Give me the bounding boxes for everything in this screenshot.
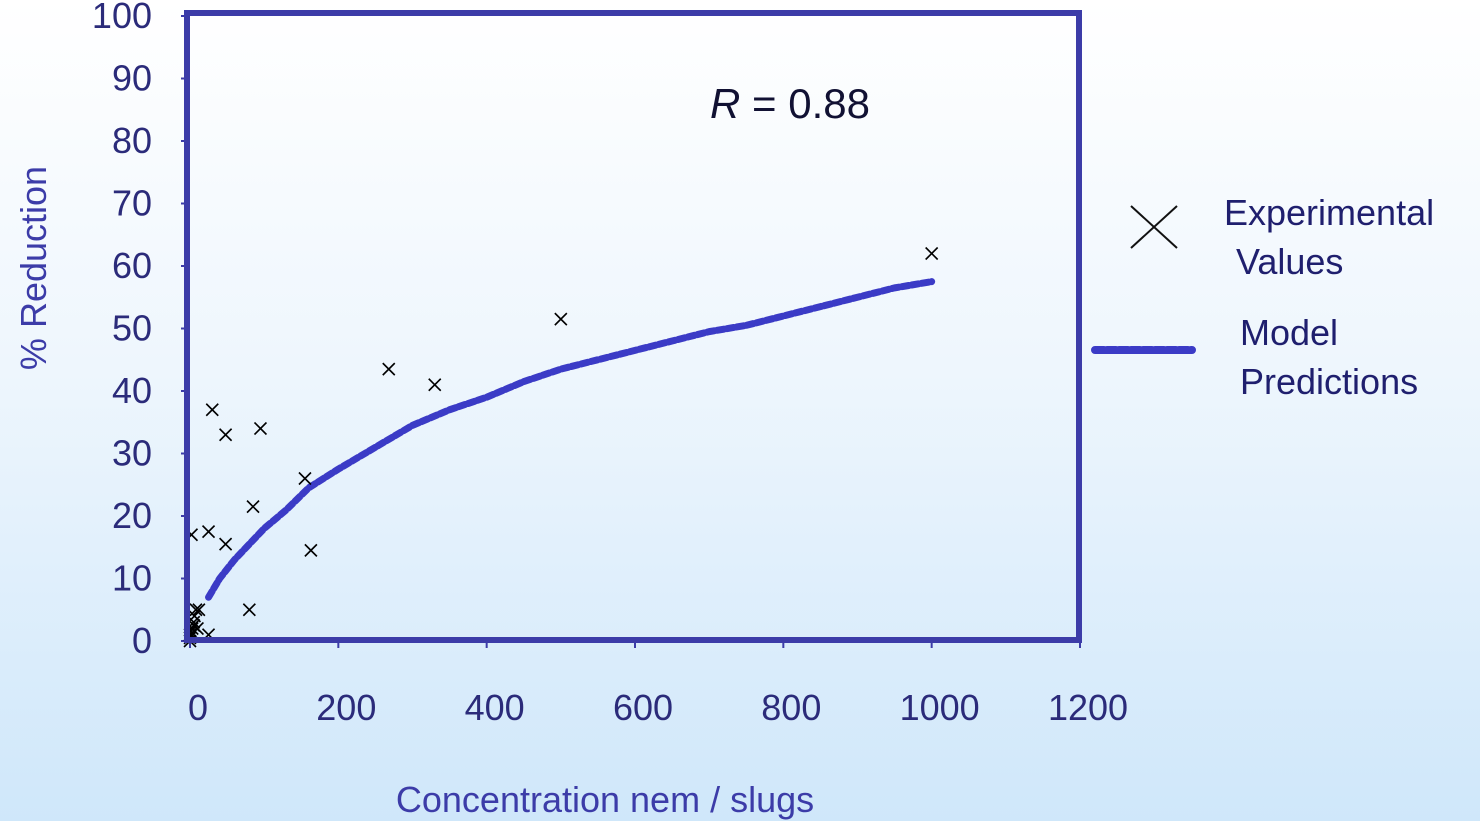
experimental-point (219, 428, 233, 442)
experimental-point (205, 403, 219, 417)
correlation-value: = 0.88 (740, 80, 870, 127)
experimental-point (190, 621, 204, 636)
x-tick-label: 1200 (1048, 687, 1128, 728)
experimental-point (925, 246, 939, 261)
y-axis-title: % Reduction (13, 166, 54, 370)
x-tick-label: 1000 (900, 687, 980, 728)
experimental-point (298, 471, 312, 486)
model-predictions-line (205, 278, 936, 601)
experimental-point (189, 603, 203, 617)
legend: Experimental Values Model Predictions (1091, 192, 1444, 402)
x-tick-label: 400 (465, 687, 525, 728)
experimental-point (554, 312, 568, 326)
experimental-point (304, 543, 318, 557)
experimental-point (246, 500, 260, 514)
x-tick-label: 800 (761, 687, 821, 728)
legend-label-model-line1: Model (1240, 312, 1338, 353)
y-tick-label: 50 (112, 308, 152, 349)
y-tick-label: 70 (112, 183, 152, 224)
legend-label-experimental-line1: Experimental (1224, 192, 1434, 233)
experimental-point (253, 421, 268, 436)
correlation-variable: R (710, 80, 740, 127)
y-tick-label: 30 (112, 433, 152, 474)
experimental-point (219, 537, 233, 551)
y-tick-label: 40 (112, 370, 152, 411)
correlation-annotation: R = 0.88 (710, 80, 870, 127)
experimental-point (192, 603, 206, 617)
x-tick-label: 200 (316, 687, 376, 728)
plot-frame (184, 10, 1082, 643)
y-tick-label: 10 (112, 558, 152, 599)
x-tick-label: 0 (188, 687, 208, 728)
legend-marker-x (1130, 205, 1178, 249)
x-axis-title: Concentration nem / slugs (396, 779, 814, 820)
y-tick-label: 90 (112, 58, 152, 99)
y-tick-label: 60 (112, 245, 152, 286)
experimental-point (382, 362, 396, 376)
y-tick-label: 20 (112, 495, 152, 536)
legend-label-model-line2: Predictions (1240, 361, 1418, 402)
y-tick-label: 100 (92, 0, 152, 36)
legend-label-model: Model Predictions (1240, 312, 1418, 402)
experimental-point (201, 525, 216, 539)
legend-label-experimental-line2: Values (1236, 241, 1343, 282)
legend-label-experimental: Experimental Values (1224, 192, 1444, 282)
experimental-point (428, 378, 442, 392)
experimental-point (242, 603, 256, 617)
y-tick-label: 0 (132, 620, 152, 661)
x-tick-label: 600 (613, 687, 673, 728)
y-tick-label: 80 (112, 120, 152, 161)
